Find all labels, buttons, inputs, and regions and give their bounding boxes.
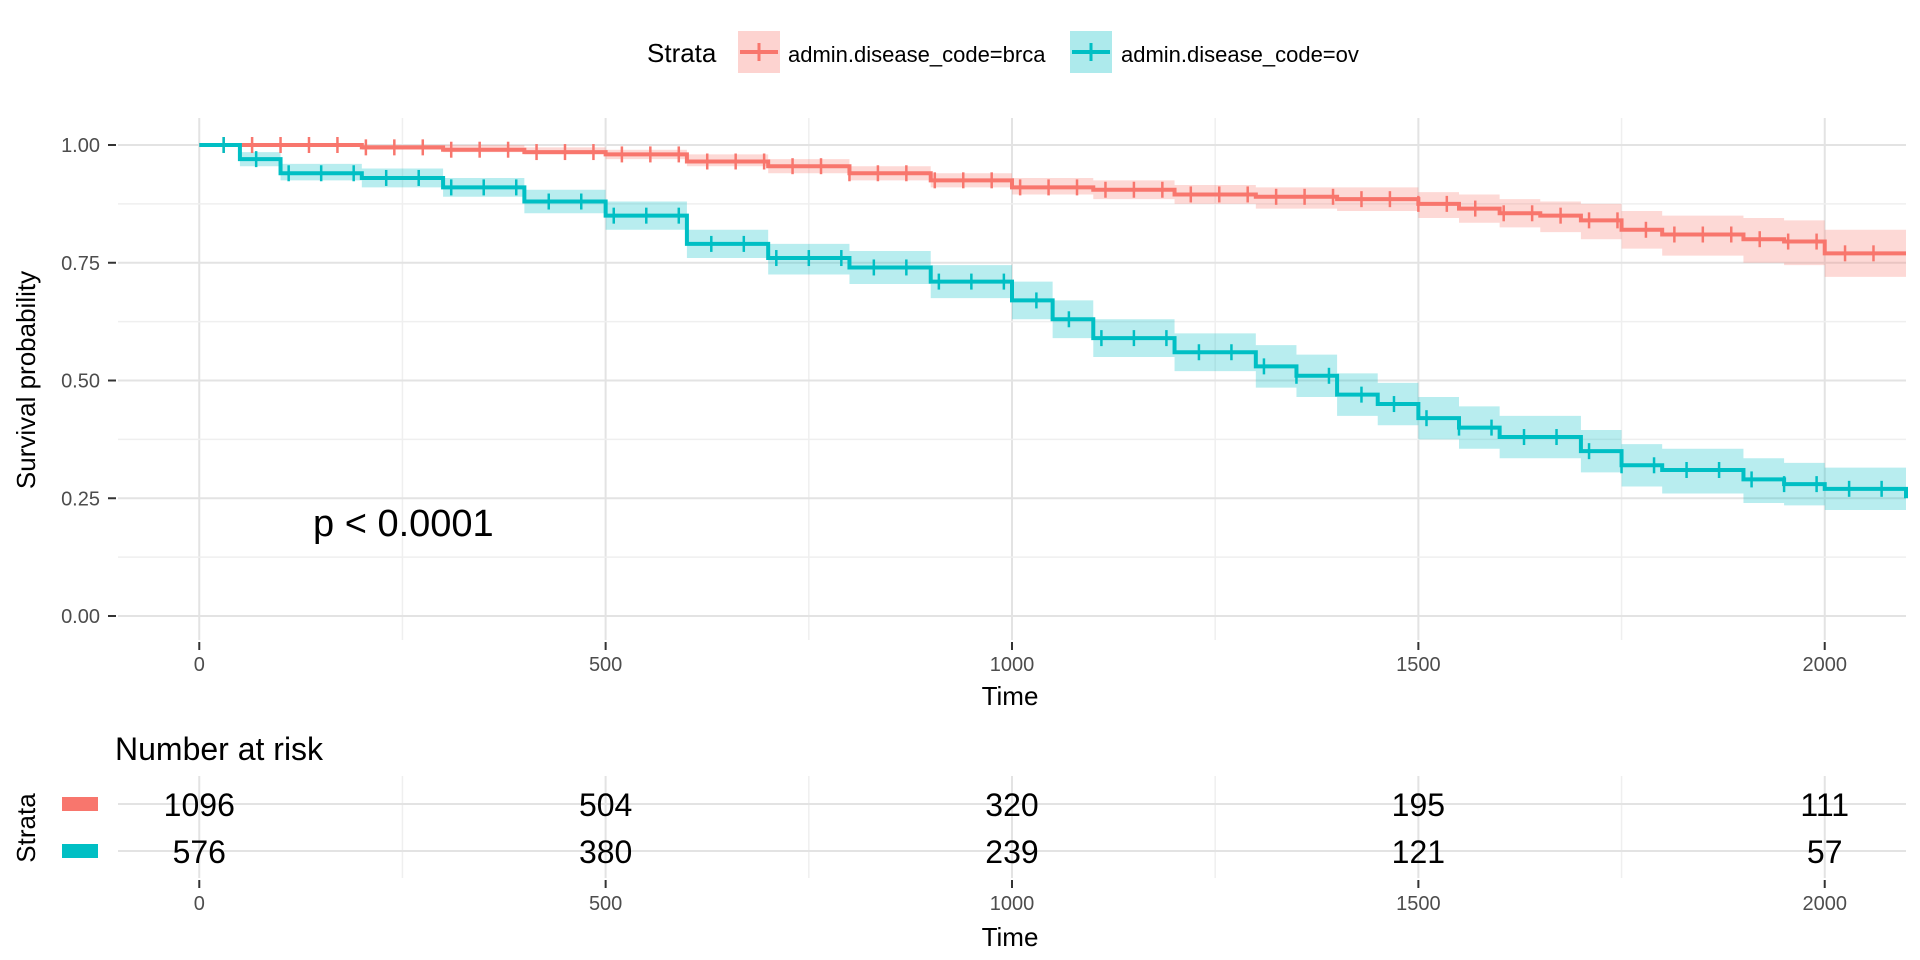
risk-value: 504 [579,787,632,823]
risk-value: 1096 [164,787,235,823]
legend: Strata admin.disease_code=brca admin.dis… [647,31,1359,73]
y-tick-label: 0.00 [61,606,100,628]
x-tick-label: 0 [194,654,205,676]
risk-table-gridlines [118,776,1906,878]
risk-value: 576 [173,834,226,870]
risk-table-values: 1096 504 320 195 111 576 380 239 121 57 [164,787,1849,870]
risk-value: 239 [985,834,1038,870]
y-tick-label: 0.25 [61,488,100,510]
legend-label-brca: admin.disease_code=brca [788,42,1046,67]
risk-table-x-ticks: 0 500 1000 1500 2000 [194,880,1847,915]
confidence-bands [199,145,1907,520]
risk-key-0 [62,797,98,811]
risk-table-x-title: Time [982,922,1039,952]
x-axis-title: Time [982,681,1039,711]
confidence-band-0 [199,145,1907,282]
risk-x-tick-label: 1500 [1396,893,1441,915]
risk-x-tick-label: 1000 [990,893,1035,915]
y-axis-ticks: 0.00 0.25 0.50 0.75 1.00 [61,135,116,628]
legend-label-ov: admin.disease_code=ov [1121,42,1359,67]
survival-curve-1 [199,143,1908,499]
risk-key-1 [62,844,98,858]
risk-value: 195 [1392,787,1445,823]
risk-value: 380 [579,834,632,870]
risk-value: 121 [1392,834,1445,870]
survival-curves [199,143,1908,499]
risk-table-title: Number at risk [115,731,324,767]
legend-key-brca [738,31,780,73]
risk-table-strata-keys [62,797,98,858]
risk-table-y-title: Strata [11,793,41,863]
y-tick-label: 0.75 [61,253,100,275]
plot-gridlines [118,118,1906,640]
x-tick-label: 1500 [1396,654,1441,676]
censor-marks [222,137,1883,497]
risk-x-tick-label: 500 [589,893,622,915]
y-tick-label: 1.00 [61,135,100,157]
x-tick-label: 1000 [990,654,1035,676]
x-tick-label: 2000 [1802,654,1847,676]
risk-value: 57 [1807,834,1843,870]
risk-value: 320 [985,787,1038,823]
y-axis-title: Survival probability [11,271,41,489]
p-value-annotation: p < 0.0001 [313,503,494,545]
survival-curve-0 [199,143,1906,256]
confidence-band-1 [199,145,1907,520]
risk-value: 111 [1800,787,1849,823]
risk-x-tick-label: 2000 [1802,893,1847,915]
x-axis-ticks: 0 500 1000 1500 2000 [194,642,1847,676]
legend-title: Strata [647,38,717,68]
y-tick-label: 0.50 [61,371,100,393]
x-tick-label: 500 [589,654,622,676]
legend-key-ov [1070,31,1112,73]
risk-x-tick-label: 0 [194,893,205,915]
